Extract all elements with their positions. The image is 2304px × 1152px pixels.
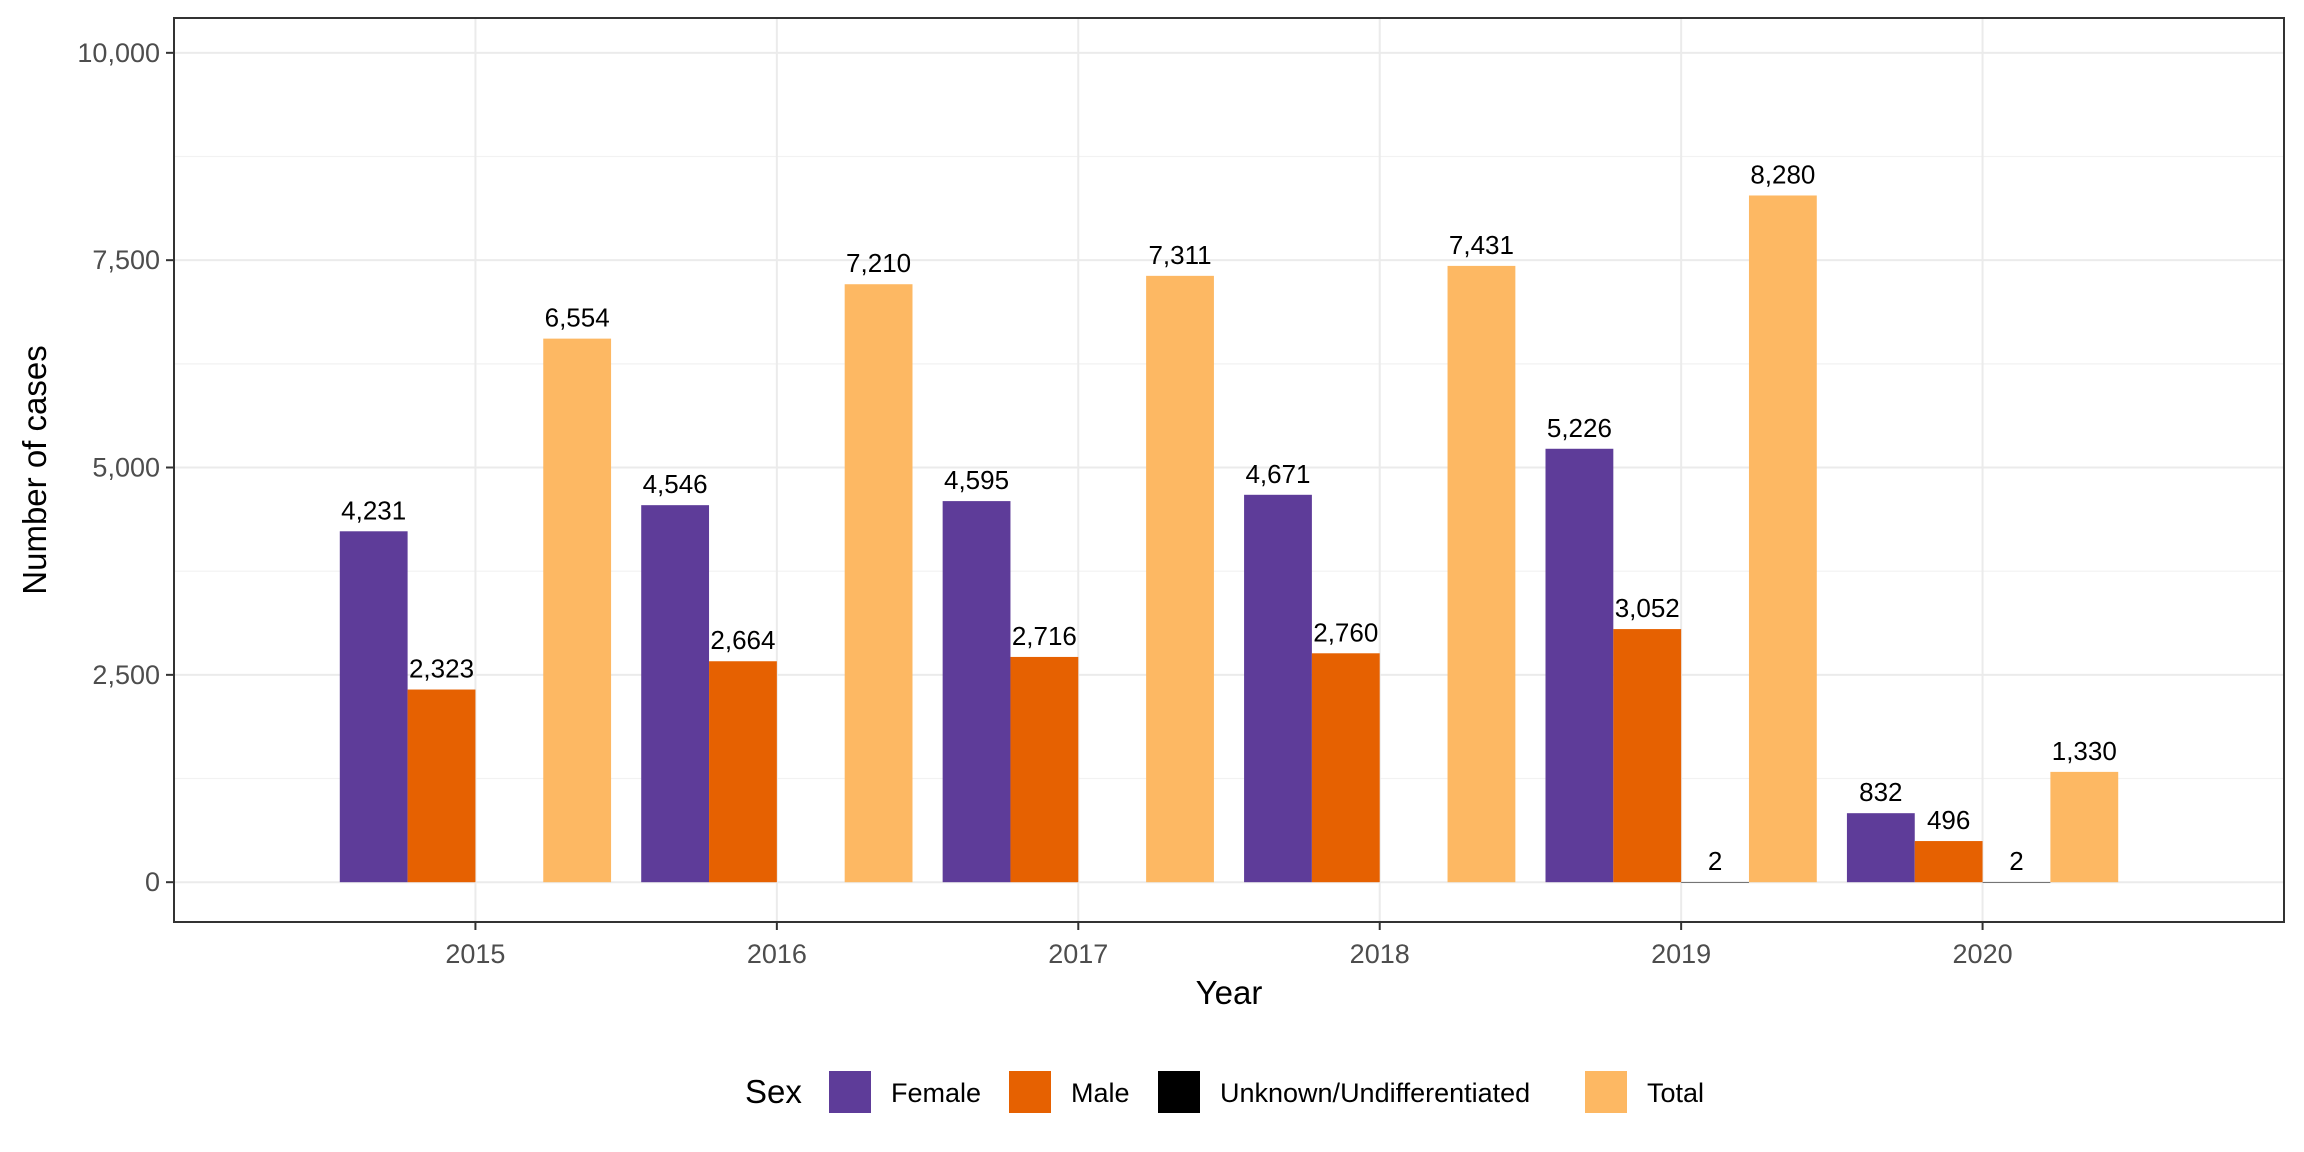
bar-female-2019 — [1545, 448, 1614, 883]
bar-female-2020 — [1846, 813, 1915, 883]
bar-total-2019 — [1748, 195, 1817, 883]
data-label: 2,716 — [1012, 621, 1077, 651]
data-label: 7,210 — [846, 248, 911, 278]
legend-title: Sex — [745, 1073, 802, 1110]
data-label: 4,595 — [944, 465, 1009, 495]
data-labels: 4,231 2,323 6,554 4,546 2,664 7,210 4,595 2,716… — [341, 159, 2117, 876]
x-tick-label: 2020 — [1953, 939, 2013, 969]
y-tick-label: 0 — [145, 867, 160, 897]
data-label: 4,546 — [643, 469, 708, 499]
x-tick-label: 2016 — [747, 939, 807, 969]
data-label: 2,664 — [710, 625, 775, 655]
data-label: 3,052 — [1615, 593, 1680, 623]
data-label: 2 — [1708, 846, 1722, 876]
data-label: 7,311 — [1148, 240, 1211, 270]
data-label: 8,280 — [1750, 159, 1815, 189]
data-label: 6,554 — [545, 303, 610, 333]
bar-unknown-undifferentiated-2020 — [1982, 882, 2051, 883]
bar-female-2015 — [339, 531, 408, 883]
y-axis-title: Number of cases — [16, 345, 53, 594]
y-tick-label: 5,000 — [92, 453, 160, 483]
bar-male-2016 — [709, 661, 777, 883]
y-tick-label: 2,500 — [92, 660, 160, 690]
legend-label: Total — [1647, 1078, 1704, 1108]
x-axis-ticks: 2015 2016 2017 2018 2019 2020 — [445, 922, 2013, 969]
legend-key-total — [1585, 1071, 1627, 1113]
legend-key-unknown-undifferentiated — [1158, 1071, 1200, 1113]
data-label: 2 — [2009, 846, 2023, 876]
x-tick-label: 2015 — [445, 939, 505, 969]
bar-total-2020 — [2050, 771, 2119, 883]
x-axis-title: Year — [1196, 974, 1263, 1011]
plot-panel-border — [173, 17, 2285, 923]
bar-male-2017 — [1010, 656, 1079, 883]
bar-total-2015 — [543, 338, 612, 883]
legend-label: Female — [891, 1078, 981, 1108]
legend-key-male — [1009, 1071, 1051, 1113]
x-tick-label: 2018 — [1350, 939, 1410, 969]
data-label: 4,671 — [1245, 459, 1310, 489]
bar-female-2016 — [641, 505, 710, 883]
x-tick-label: 2017 — [1048, 939, 1108, 969]
data-label: 7,431 — [1449, 230, 1514, 260]
y-tick-label: 10,000 — [77, 38, 160, 68]
legend: Sex Female Male Unknown/Undifferentiated To… — [745, 1071, 1704, 1113]
grid-lines — [174, 18, 2284, 922]
legend-label: Male — [1071, 1078, 1130, 1108]
bar-total-2017 — [1146, 275, 1214, 883]
data-label: 832 — [1859, 777, 1902, 807]
y-axis-ticks: 0 2,500 5,000 7,500 10,000 — [77, 38, 174, 897]
bar-male-2018 — [1311, 653, 1380, 883]
bars — [339, 195, 2119, 883]
data-label: 496 — [1927, 805, 1970, 835]
bar-total-2018 — [1447, 265, 1516, 883]
legend-key-female — [829, 1071, 871, 1113]
data-label: 2,760 — [1313, 617, 1378, 647]
bar-female-2018 — [1244, 494, 1312, 883]
bar-male-2020 — [1914, 841, 1983, 883]
plot-panel — [174, 18, 2284, 922]
y-tick-label: 7,500 — [92, 245, 160, 275]
data-label: 5,226 — [1547, 413, 1612, 443]
x-tick-label: 2019 — [1651, 939, 1711, 969]
data-label: 2,323 — [409, 654, 474, 684]
bar-total-2016 — [844, 284, 913, 883]
data-label: 1,330 — [2052, 736, 2117, 766]
bar-male-2015 — [407, 689, 476, 883]
data-label: 4,231 — [341, 495, 406, 525]
bar-unknown-undifferentiated-2019 — [1681, 882, 1749, 883]
bar-male-2019 — [1613, 629, 1682, 883]
bar-female-2017 — [942, 501, 1011, 883]
legend-label: Unknown/Undifferentiated — [1220, 1078, 1530, 1108]
